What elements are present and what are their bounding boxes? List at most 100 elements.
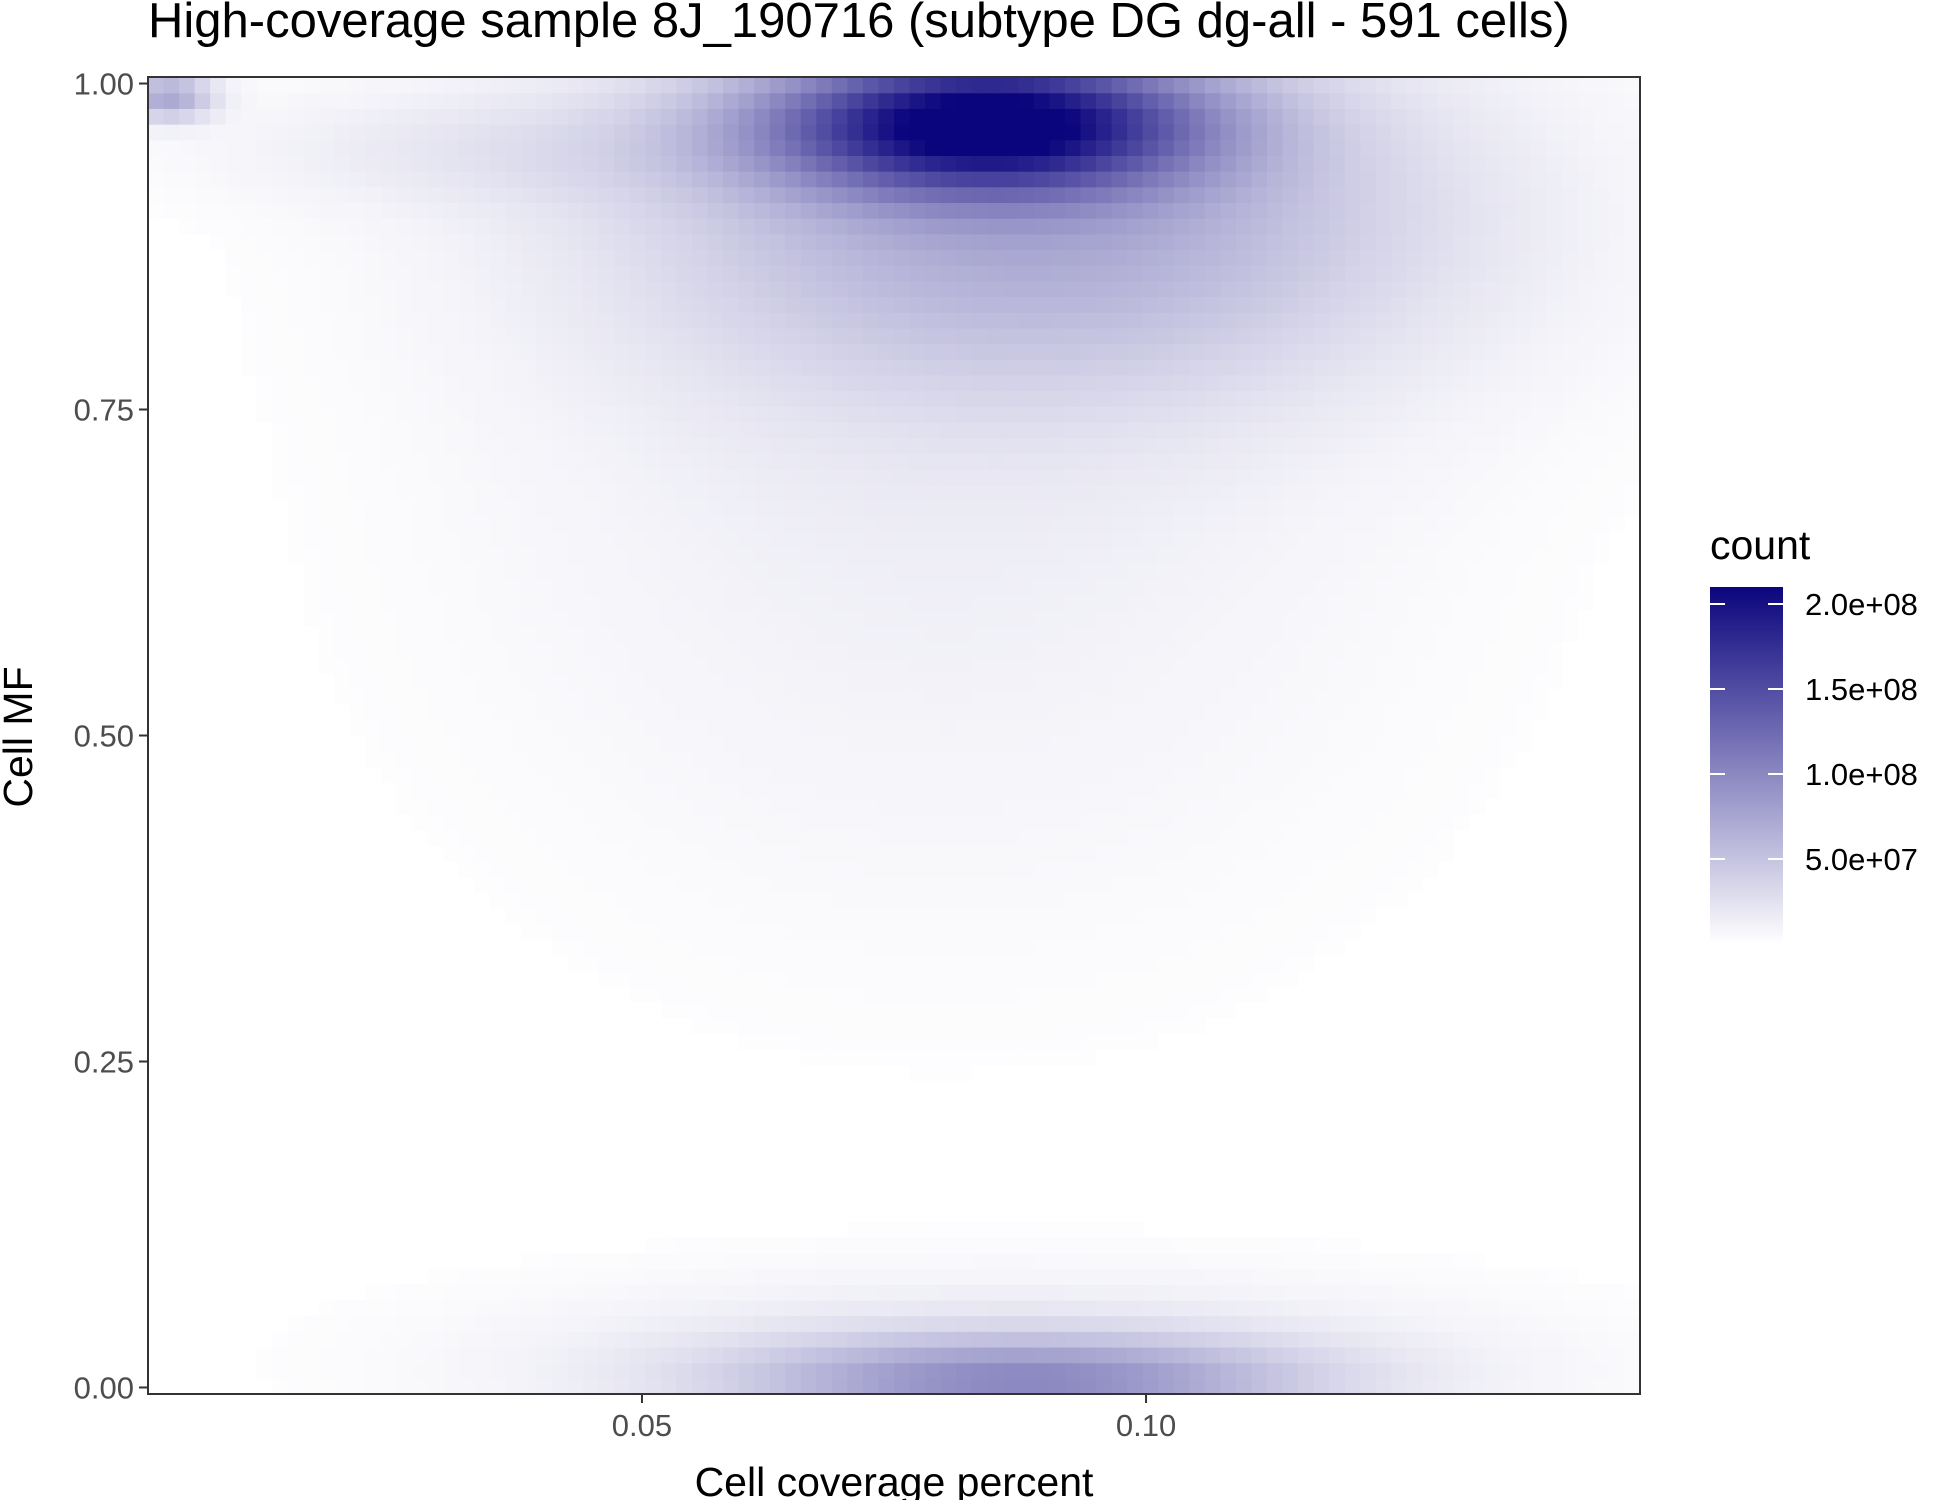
heatmap-cell <box>707 1268 724 1285</box>
heatmap-cell <box>536 296 553 313</box>
heatmap-cell <box>1049 421 1066 439</box>
heatmap-cell <box>1142 171 1159 188</box>
heatmap-cell <box>1080 202 1097 219</box>
heatmap-cell <box>350 280 367 298</box>
heatmap-cell <box>583 610 600 627</box>
heatmap-cell <box>691 390 709 407</box>
heatmap-cell <box>521 1331 538 1348</box>
heatmap-cell <box>1251 766 1268 784</box>
heatmap-cell <box>1282 563 1299 580</box>
heatmap-cell <box>707 249 724 266</box>
heatmap-cell <box>365 437 382 454</box>
heatmap-cell <box>831 986 848 1003</box>
heatmap-cell <box>1375 218 1392 235</box>
heatmap-cell <box>723 343 740 360</box>
heatmap-cell <box>505 406 522 423</box>
heatmap-cell <box>1127 907 1144 925</box>
heatmap-cell <box>1018 233 1035 251</box>
heatmap-cell <box>894 1362 911 1379</box>
heatmap-cell <box>676 610 693 627</box>
heatmap-cell <box>847 1033 864 1050</box>
heatmap-cell <box>1111 1331 1128 1348</box>
heatmap-cell <box>987 1002 1004 1019</box>
heatmap-cell <box>847 468 864 486</box>
heatmap-cell <box>1344 108 1361 125</box>
heatmap-cell <box>847 359 864 376</box>
heatmap-cell <box>1173 892 1190 909</box>
heatmap-cell <box>909 516 926 533</box>
heatmap-cell <box>1220 672 1237 690</box>
heatmap-cell <box>1204 139 1221 156</box>
heatmap-cell <box>1204 860 1221 878</box>
heatmap-cell <box>940 563 957 580</box>
heatmap-cell <box>785 171 802 188</box>
heatmap-cell <box>1391 610 1408 627</box>
heatmap-cell <box>629 280 646 298</box>
heatmap-cell <box>987 359 1004 376</box>
heatmap-cell <box>1220 1362 1237 1379</box>
heatmap-cell <box>1080 531 1097 548</box>
heatmap-cell <box>412 641 429 658</box>
heatmap-cell <box>769 421 786 439</box>
heatmap-cell <box>287 296 305 313</box>
heatmap-cell <box>645 390 662 407</box>
heatmap-cell <box>847 1284 864 1301</box>
heatmap-cell <box>1298 327 1315 345</box>
heatmap-cell <box>707 516 724 533</box>
heatmap-cell <box>691 374 709 392</box>
heatmap-cell <box>1096 594 1113 611</box>
heatmap-cell <box>723 860 740 878</box>
heatmap-cell <box>567 374 584 392</box>
heatmap-cell <box>443 421 460 439</box>
heatmap-cell <box>723 782 740 799</box>
heatmap-cell <box>1142 406 1159 423</box>
heatmap-cell <box>1127 782 1144 799</box>
heatmap-cell <box>272 186 289 204</box>
heatmap-cell <box>878 1033 895 1050</box>
heatmap-cell <box>816 782 833 799</box>
heatmap-cell <box>925 782 942 799</box>
heatmap-cell <box>1375 155 1392 172</box>
heatmap-cell <box>1080 359 1097 376</box>
heatmap-cell <box>676 421 693 439</box>
heatmap-cell <box>940 249 957 266</box>
heatmap-cell <box>443 202 460 219</box>
heatmap-cell <box>987 390 1004 407</box>
heatmap-cell <box>738 751 755 768</box>
heatmap-cell <box>909 139 926 156</box>
heatmap-cell <box>1267 563 1284 580</box>
heatmap-cell <box>350 406 367 423</box>
heatmap-cell <box>956 1362 973 1379</box>
heatmap-cell <box>583 265 600 282</box>
heatmap-cell <box>1204 406 1221 423</box>
heatmap-cell <box>894 955 911 972</box>
heatmap-cell <box>1018 406 1035 423</box>
heatmap-cell <box>645 1252 662 1270</box>
heatmap-cell <box>474 578 491 595</box>
heatmap-cell <box>1158 672 1175 690</box>
heatmap-cell <box>1018 782 1035 799</box>
heatmap-cell <box>1267 751 1284 768</box>
heatmap-cell <box>909 1331 926 1348</box>
heatmap-cell <box>738 92 755 109</box>
heatmap-cell <box>909 374 926 392</box>
heatmap-cell <box>925 798 942 815</box>
heatmap-cell <box>816 1362 833 1379</box>
heatmap-cell <box>1204 1331 1221 1348</box>
heatmap-cell <box>878 719 895 737</box>
heatmap-cell <box>1251 955 1268 972</box>
heatmap-cell <box>1235 547 1253 564</box>
heatmap-cell <box>894 327 911 345</box>
heatmap-cell <box>1406 766 1424 784</box>
heatmap-cell <box>1096 484 1113 501</box>
heatmap-cell <box>1298 249 1315 266</box>
heatmap-cell <box>1142 955 1159 972</box>
heatmap-cell <box>925 860 942 878</box>
heatmap-cell <box>1344 1315 1361 1332</box>
heatmap-cell <box>878 92 895 109</box>
heatmap-cell <box>940 1362 957 1379</box>
heatmap-cell <box>287 218 305 235</box>
heatmap-cell <box>1018 77 1035 94</box>
heatmap-cell <box>1189 1237 1206 1254</box>
heatmap-cell <box>1080 547 1097 564</box>
